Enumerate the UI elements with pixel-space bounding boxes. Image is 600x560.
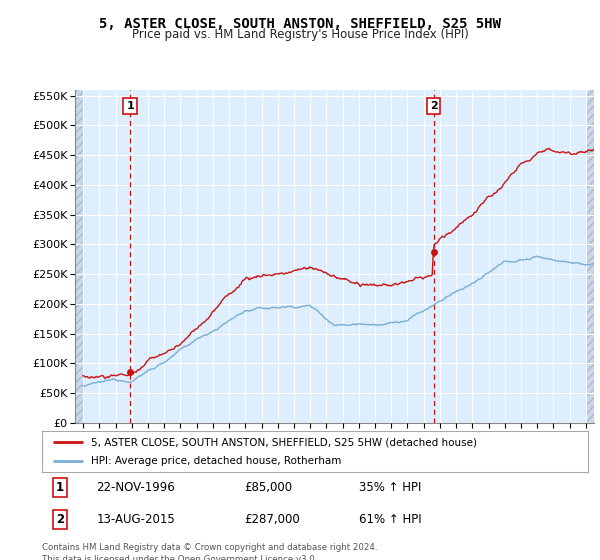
Text: 5, ASTER CLOSE, SOUTH ANSTON, SHEFFIELD, S25 5HW: 5, ASTER CLOSE, SOUTH ANSTON, SHEFFIELD,… [99,17,501,31]
Text: 2: 2 [56,513,64,526]
Text: 1: 1 [126,101,134,111]
Text: £287,000: £287,000 [244,513,300,526]
Text: 1: 1 [56,482,64,494]
Bar [75,90,83,423]
Text: 13-AUG-2015: 13-AUG-2015 [97,513,175,526]
Bar [586,90,594,423]
Text: 35% ↑ HPI: 35% ↑ HPI [359,482,421,494]
Text: Contains HM Land Registry data © Crown copyright and database right 2024.
This d: Contains HM Land Registry data © Crown c… [42,543,377,560]
Text: HPI: Average price, detached house, Rotherham: HPI: Average price, detached house, Roth… [91,456,341,465]
Text: 5, ASTER CLOSE, SOUTH ANSTON, SHEFFIELD, S25 5HW (detached house): 5, ASTER CLOSE, SOUTH ANSTON, SHEFFIELD,… [91,437,477,447]
Text: £85,000: £85,000 [244,482,292,494]
Text: 22-NOV-1996: 22-NOV-1996 [97,482,175,494]
Text: 2: 2 [430,101,437,111]
Text: Price paid vs. HM Land Registry's House Price Index (HPI): Price paid vs. HM Land Registry's House … [131,28,469,41]
Text: 61% ↑ HPI: 61% ↑ HPI [359,513,421,526]
